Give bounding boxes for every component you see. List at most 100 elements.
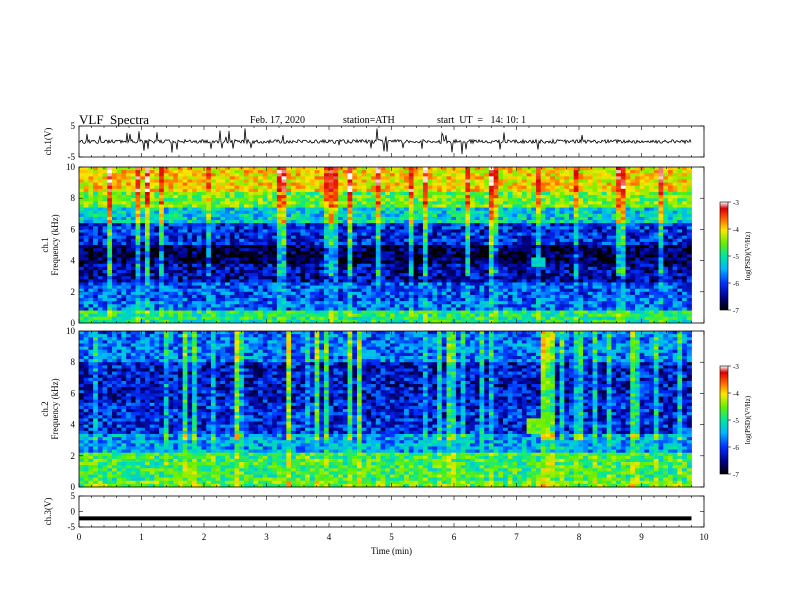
spectrogram-cell [328,282,334,286]
spectrogram-cell [220,241,226,246]
spectrogram-cell [83,185,89,190]
spectrogram-cell [531,232,537,237]
spectrogram-cell [366,216,372,221]
spectrogram-cell [465,245,471,249]
spectrogram-cell [569,238,575,243]
spectrogram-cell [328,170,334,174]
spectrogram-cell [253,254,259,258]
spectrogram-cell [309,220,315,224]
spectrogram-cell [305,254,311,258]
spectrogram-cell [644,223,650,227]
spectrogram-cell [163,191,169,196]
spectrogram-cell [121,185,127,190]
spectrogram-cell [667,195,674,199]
spectrogram-cell [432,266,438,271]
spectrogram-cell [328,241,334,246]
spectrogram-cell [399,220,405,224]
spectrogram-cell [465,191,471,196]
spectrogram-cell [187,266,193,271]
spectrogram-cell [682,238,688,243]
spectrogram-cell [512,257,518,261]
spectrogram-cell [173,226,179,230]
spectrogram-cell [173,167,179,171]
spectrogram-cell [583,260,589,265]
spectrogram-cell [272,263,278,268]
spectrogram-cell [540,232,546,237]
spectrogram-cell [187,282,193,286]
spectrogram-cell [187,257,193,261]
spectrogram-cell [658,188,664,193]
spectrogram-cell [498,185,504,190]
spectrogram-cell [319,232,325,237]
spectrogram-cell [432,207,438,212]
spectrogram-cell [451,241,457,246]
spectrogram-cell [116,257,122,261]
spectrogram-cell [503,182,509,187]
spectrogram-cell [196,223,202,227]
spectrogram-cell [352,229,358,233]
spectrogram-cell [616,210,622,215]
spectrogram-cell [305,269,311,274]
spectrogram-cell [281,173,287,177]
spectrogram-cell [418,167,424,171]
spectrogram-cell [517,176,523,180]
spectrogram-cell [531,198,537,202]
spectrogram-cell [583,266,589,271]
spectrogram-cell [634,269,641,274]
spectrogram-cell [667,232,674,237]
spectrogram-cell [587,276,593,280]
spectrogram-cell [503,201,509,205]
spectrogram-cell [338,201,344,205]
spectrogram-cell [225,285,231,290]
spectrogram-cell [399,282,405,286]
spectrogram-cell [314,204,320,208]
spectrogram-cell [225,201,231,205]
spectrogram-cell [309,251,315,255]
spectrogram-cell [479,204,485,208]
spectrogram-cell [583,226,589,230]
spectrogram-cell [140,223,146,227]
spectrogram-cell [201,238,207,243]
spectrogram-cell [272,241,278,246]
spectrogram-cell [262,170,268,174]
spectrogram-cell [601,241,608,246]
spectrogram-cell [611,188,617,193]
spectrogram-cell [441,257,447,261]
spectrogram-cell [243,204,250,208]
spectrogram-cell [526,198,532,202]
spectrogram-cell [281,276,287,280]
spectrogram-cell [451,216,457,221]
spectrogram-cell [479,263,485,268]
spectrogram-cell [474,204,480,208]
spectrogram-cell [413,201,419,205]
spectrogram-cell [196,167,202,171]
spectrogram-cell [215,238,221,243]
spectrogram-cell [253,235,259,240]
spectrogram-cell [620,213,626,218]
spectrogram-cell [625,279,631,283]
spectrogram-cell [215,216,221,221]
spectrogram-cell [173,238,179,243]
spectrogram-cell [258,201,264,205]
spectrogram-cell [253,185,259,190]
spectrogram-cell [536,282,542,286]
spectrogram-cell [286,207,292,212]
spectrogram-cell [234,269,240,274]
spectrogram-cell [488,220,495,224]
spectrogram-cell [276,167,282,171]
spectrogram-cell [79,204,85,208]
spectrogram-cell [243,254,250,258]
spectrogram-cell [521,204,527,208]
spectrogram-cell [88,185,94,190]
spectrogram-cell [644,201,650,205]
spectrogram-cell [653,245,659,249]
spectrogram-cell [262,282,268,286]
spectrogram-cell [276,204,282,208]
spectrogram-cell [408,241,414,246]
spectrogram-cell [601,269,608,274]
spectrogram-cell [521,232,527,237]
spectrogram-cell [540,179,546,183]
spectrogram-cell [611,201,617,205]
spectrogram-cell [634,229,641,233]
spectrogram-cell [620,276,626,280]
